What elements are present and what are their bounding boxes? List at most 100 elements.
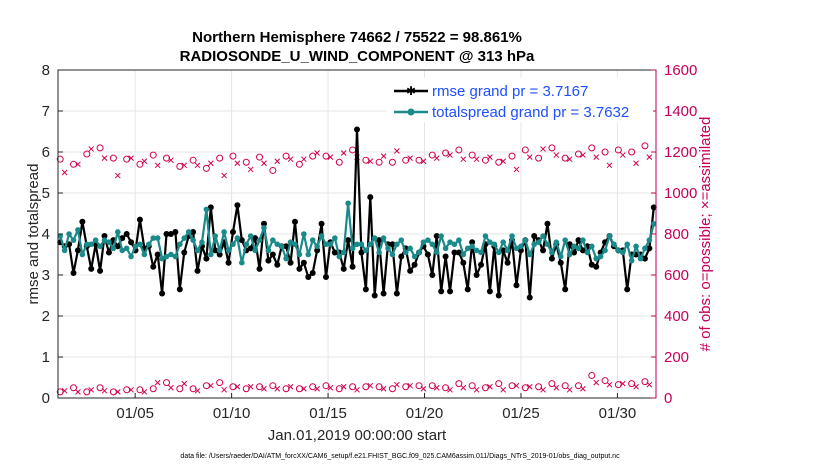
- assimilated-obs-marker: [340, 150, 347, 156]
- tick-label-right: 1000: [664, 185, 697, 202]
- totalspread-point: [172, 253, 179, 260]
- totalspread-point: [420, 239, 427, 245]
- assimilated-obs-marker: [154, 379, 161, 386]
- rmse-point: [194, 267, 201, 274]
- possible-obs-marker: [202, 164, 210, 172]
- possible-obs-marker: [535, 383, 543, 391]
- possible-obs-marker: [70, 160, 78, 168]
- totalspread-point: [566, 251, 573, 258]
- footer-data-file: data file: /Users/raeder/DAI/ATM_forcXX/…: [180, 453, 620, 460]
- possible-obs-marker: [508, 382, 516, 390]
- possible-obs-marker: [601, 148, 609, 156]
- possible-obs-marker: [295, 385, 303, 393]
- rmse-point: [154, 251, 161, 258]
- tick-label-x: 01/25: [502, 405, 540, 422]
- assimilated-obs-marker: [168, 157, 174, 164]
- rmse-point: [88, 265, 95, 272]
- assimilated-obs-marker: [513, 382, 520, 389]
- rmse-point: [79, 218, 86, 225]
- rmse-point: [274, 261, 281, 268]
- possible-obs-marker: [216, 379, 224, 387]
- totalspread-point: [323, 241, 329, 248]
- totalspread-point: [261, 225, 267, 231]
- assimilated-obs-marker: [367, 158, 374, 165]
- totalspread-point: [380, 235, 387, 241]
- rmse-point: [283, 243, 290, 250]
- possible-obs-marker: [96, 384, 104, 392]
- possible-obs-marker: [309, 152, 317, 160]
- possible-obs-marker: [388, 158, 396, 166]
- rmse-point: [97, 267, 104, 274]
- totalspread-point: [106, 239, 112, 245]
- rmse-point: [438, 288, 445, 295]
- rmse-point: [513, 282, 520, 289]
- left-y-axis: 0 1 2 3 4 5 6 7 8: [42, 62, 63, 407]
- legend: ✱ rmse grand pr = 3.7167 totalspread gra…: [387, 78, 653, 122]
- totalspread-point: [518, 243, 524, 250]
- assimilated-obs-marker: [646, 154, 653, 160]
- possible-obs-marker: [495, 380, 503, 388]
- rmse-point: [442, 253, 449, 260]
- totalspread-point: [571, 243, 577, 250]
- totalspread-point: [376, 249, 382, 256]
- totalspread-point: [504, 247, 511, 254]
- totalspread-point: [557, 253, 564, 260]
- assimilated-obs-marker: [633, 160, 639, 167]
- y-axis-label-right: # of obs: o=possible; ×=assimilated: [697, 117, 714, 352]
- tick-label-x: 01/15: [309, 405, 347, 422]
- tick-label-right: 200: [664, 349, 689, 366]
- assimilated-obs-marker: [487, 154, 493, 160]
- legend-rmse-marker: ✱: [406, 84, 416, 98]
- possible-obs-marker: [428, 151, 436, 159]
- totalspread-point: [615, 247, 622, 254]
- assimilated-obs-marker: [261, 160, 267, 167]
- possible-obs-marker: [641, 378, 649, 386]
- totalspread-point: [469, 243, 475, 250]
- assimilated-obs-marker: [141, 158, 148, 165]
- rmse-point: [575, 237, 582, 244]
- possible-obs-marker: [229, 152, 237, 160]
- totalspread-point: [593, 255, 599, 262]
- assimilated-obs-marker: [433, 384, 440, 391]
- rmse-point: [376, 237, 383, 244]
- rmse-point: [265, 257, 272, 264]
- rmse-point: [291, 218, 298, 225]
- totalspread-point: [256, 237, 263, 243]
- totalspread-point: [141, 251, 148, 258]
- totalspread-point: [119, 247, 126, 254]
- totalspread-point: [168, 251, 174, 258]
- totalspread-point: [274, 241, 281, 248]
- y-axis-label-left: rmse and totalspread: [25, 164, 42, 305]
- rmse-point: [269, 251, 276, 258]
- totalspread-point: [283, 255, 289, 262]
- possible-obs-marker: [123, 386, 131, 394]
- assimilated-obs-marker: [114, 388, 121, 395]
- legend-box: [387, 78, 653, 122]
- totalspread-point: [522, 237, 529, 243]
- possible-obs-marker: [628, 148, 636, 156]
- totalspread-point: [513, 245, 520, 252]
- totalspread-point: [132, 243, 139, 250]
- assimilated-obs-marker: [540, 146, 546, 152]
- rmse-point: [455, 249, 462, 256]
- totalspread-point: [309, 237, 316, 243]
- totalspread-point: [296, 251, 303, 258]
- assimilated-obs-marker: [553, 384, 560, 391]
- possible-obs-marker: [614, 146, 622, 154]
- rmse-point: [300, 259, 307, 266]
- possible-obs-marker: [588, 371, 596, 379]
- rmse-point: [433, 233, 440, 240]
- totalspread-point: [66, 231, 72, 237]
- totalspread-point: [150, 235, 157, 241]
- assimilated-obs-marker: [128, 155, 134, 162]
- assimilated-obs-marker: [327, 384, 334, 391]
- totalspread-point: [402, 249, 409, 256]
- possible-obs-marker: [70, 384, 78, 392]
- assimilated-obs-marker: [513, 166, 520, 173]
- assimilated-obs-marker: [500, 386, 507, 393]
- assimilated-obs-marker: [606, 381, 613, 388]
- legend-spread-label: totalspread grand pr = 3.7632: [432, 104, 629, 121]
- x-axis-label: Jan.01,2019 00:00:00 start: [268, 427, 447, 444]
- rmse-point: [234, 202, 241, 209]
- rmse-point: [101, 233, 108, 240]
